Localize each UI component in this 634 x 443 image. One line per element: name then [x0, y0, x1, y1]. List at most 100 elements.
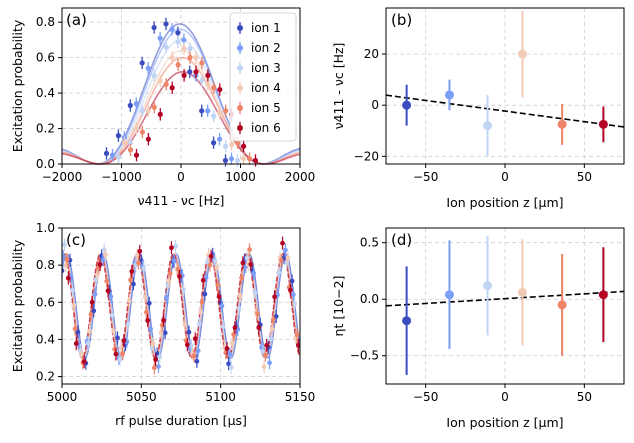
data-point [444, 90, 454, 100]
data-point [92, 291, 98, 297]
data-point [141, 266, 147, 272]
data-point [157, 78, 163, 84]
data-point [161, 318, 166, 323]
data-point [198, 309, 204, 315]
data-point [187, 69, 193, 75]
data-point [115, 335, 120, 341]
x-tick-label: −2000 [42, 170, 83, 184]
data-point [223, 143, 229, 149]
data-point [402, 100, 412, 110]
data-point [115, 133, 121, 139]
data-point [103, 150, 110, 156]
data-point [81, 359, 87, 364]
data-point [219, 303, 225, 309]
data-point [151, 24, 157, 31]
data-point [216, 294, 222, 300]
data-point [157, 35, 163, 41]
data-point [175, 30, 181, 36]
data-point [186, 329, 192, 335]
panel-c-letter: (c) [66, 231, 86, 249]
oscillation-curves [62, 236, 300, 375]
data-point [181, 287, 186, 293]
data-point [64, 257, 70, 262]
data-point [276, 270, 282, 276]
data-point [273, 314, 279, 319]
data-point [208, 253, 214, 259]
data-point [133, 101, 139, 107]
x-tick-label: 5150 [285, 390, 316, 404]
data-point [211, 140, 217, 146]
data-point [205, 108, 211, 114]
data-point [175, 39, 181, 45]
data-point [173, 243, 179, 249]
data-point [145, 108, 151, 114]
data-point [169, 55, 175, 61]
panel-d-letter: (d) [391, 231, 412, 249]
data-point [256, 325, 262, 330]
legend: ion 1 ion 2 ion 3 ion 4 ion 5 ion 6 [229, 12, 297, 142]
data-point [251, 270, 257, 276]
data-point [100, 257, 106, 263]
x-tick-label: 50 [577, 170, 592, 184]
data-point [162, 330, 168, 336]
data-point [109, 312, 115, 318]
data-point [163, 81, 169, 87]
y-tick-label: 0.5 [360, 236, 379, 250]
data-point [169, 26, 175, 32]
data-point [91, 308, 97, 314]
data-point [223, 108, 229, 114]
y-tick-label: 0.6 [36, 295, 55, 309]
legend-entry: ion 4 [251, 81, 281, 95]
panel-c-frame [61, 227, 301, 385]
data-point [239, 275, 245, 281]
data-point [264, 342, 270, 348]
panel-b-ylabel: ν411 - νc [Hz] [331, 43, 346, 130]
panel-d-ylabel: ηt [10−2] [331, 276, 346, 337]
data-point [87, 328, 93, 334]
data-point [150, 341, 156, 347]
y-tick-label: 20 [364, 47, 379, 61]
panel-b: −50 0 50 −20 0 20 (b) Ion position z [μm] ν41… [331, 7, 625, 210]
data-point [285, 255, 291, 261]
data-point [217, 109, 223, 116]
data-point [146, 300, 152, 306]
y-tick-label: 0.4 [36, 86, 55, 100]
data-point [133, 152, 140, 158]
y-tick-label: 0.0 [36, 157, 55, 171]
data-point [175, 62, 181, 68]
fit-line [385, 94, 625, 128]
data-point [214, 265, 219, 271]
legend-marker [237, 125, 243, 131]
y-tick-label: −0.5 [350, 349, 379, 363]
data-point [290, 292, 296, 297]
y-tick-label: 1.0 [36, 221, 55, 235]
data-point [252, 290, 258, 296]
data-point [232, 325, 238, 330]
data-point [136, 260, 141, 266]
data-point [292, 301, 298, 307]
y-tick-label: 0.6 [36, 51, 55, 65]
data-point [205, 81, 211, 87]
data-point [598, 119, 608, 129]
x-tick-label: 5100 [205, 390, 236, 404]
data-point [199, 60, 205, 66]
data-point [224, 346, 230, 351]
data-point [202, 291, 208, 297]
data-point [171, 258, 177, 264]
data-point [145, 65, 151, 71]
data-point [205, 72, 211, 78]
data-point [71, 303, 77, 308]
data-point [260, 349, 266, 354]
data-point [268, 336, 274, 342]
panel-c-xlabel: rf pulse duration [μs] [115, 413, 247, 428]
data-point [191, 353, 197, 359]
data-point [108, 294, 114, 300]
data-point [252, 157, 259, 164]
y-tick-label: 0.0 [360, 292, 379, 306]
data-point [72, 326, 78, 332]
data-point [137, 248, 143, 254]
data-point [234, 157, 241, 164]
data-point [227, 351, 233, 357]
data-point [105, 288, 111, 294]
data-point [557, 119, 567, 129]
